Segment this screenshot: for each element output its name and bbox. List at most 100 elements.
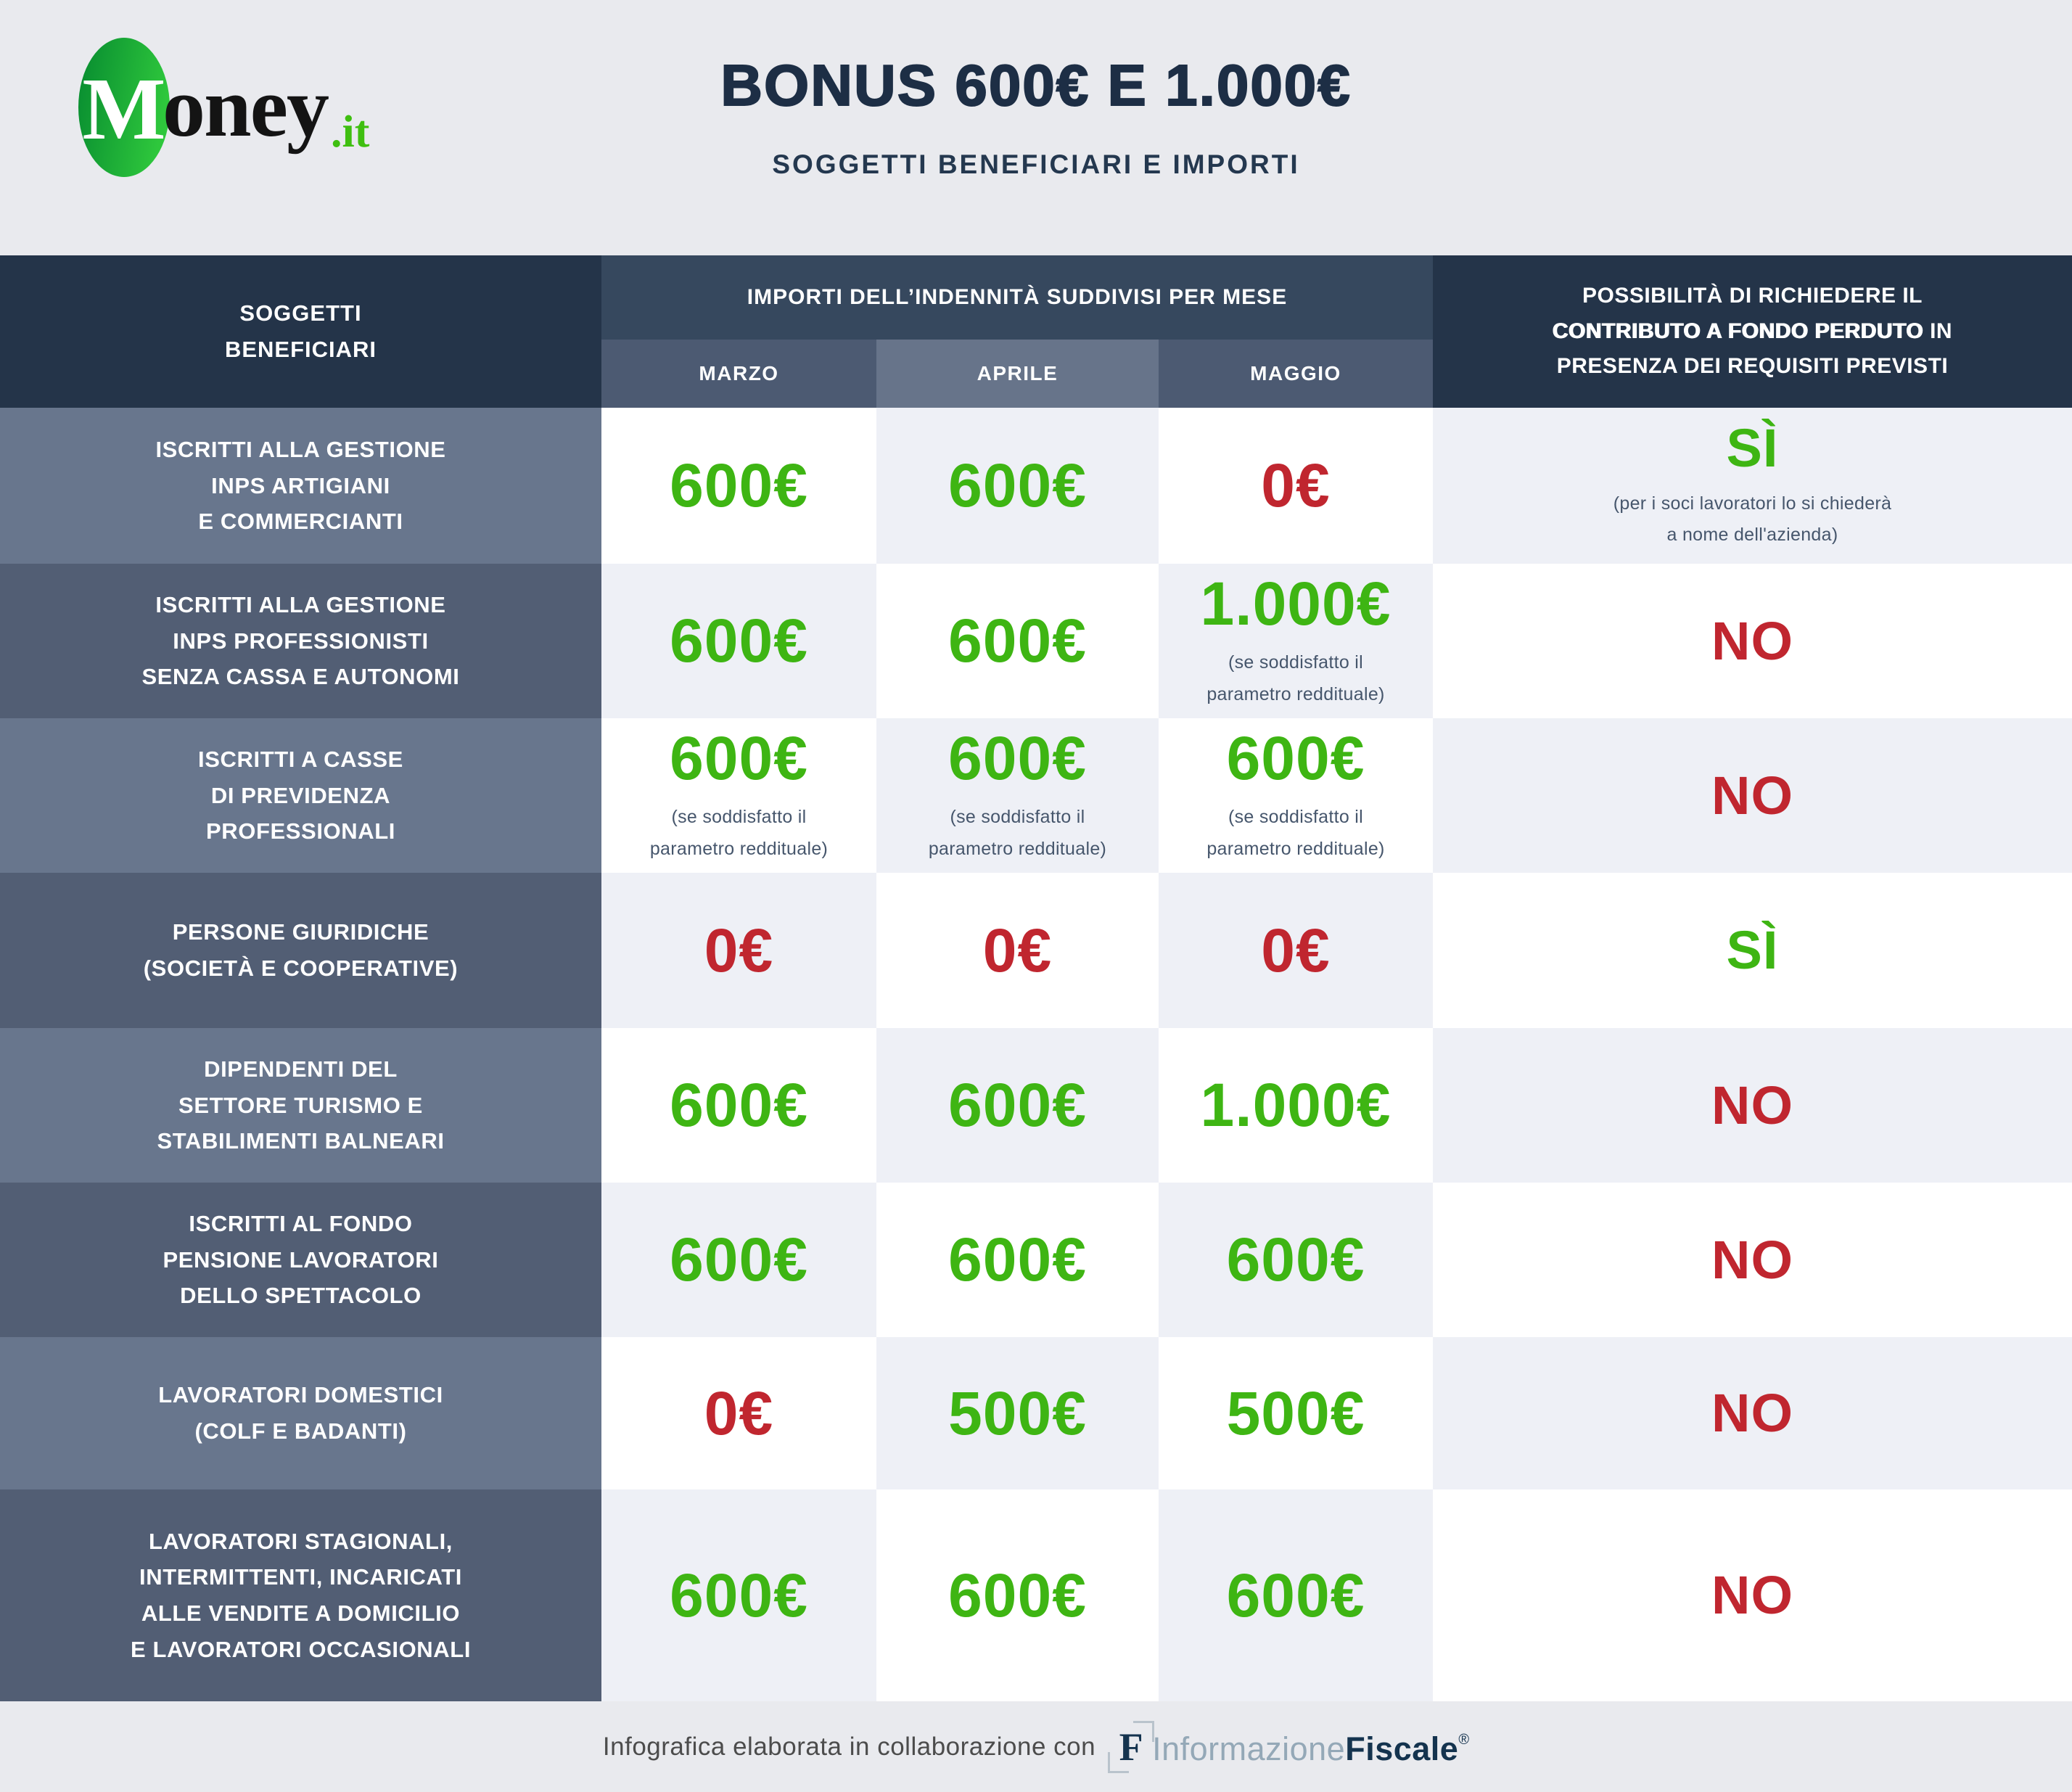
months-subheader-row: MARZO APRILE MAGGIO: [601, 340, 1433, 408]
amount-value: 600€: [670, 607, 808, 675]
amount-cell-maggio: 0€: [1159, 873, 1433, 1028]
amount-note: (se soddisfatto il parametro reddituale): [928, 806, 1107, 859]
amount-value: 600€: [1226, 1561, 1365, 1629]
fondo-answer: NO: [1711, 1383, 1793, 1444]
amount-cell-marzo: 600€: [601, 564, 876, 718]
table-header: SOGGETTI BENEFICIARI IMPORTI DELL’INDENN…: [0, 255, 2072, 408]
months-header-group: IMPORTI DELL’INDENNITÀ SUDDIVISI PER MES…: [601, 255, 1433, 408]
if-icon-letter: F: [1119, 1725, 1143, 1769]
table-row: DIPENDENTI DEL SETTORE TURISMO E STABILI…: [0, 1028, 2072, 1183]
amount-value: 600€: [948, 451, 1087, 520]
fondo-answer: NO: [1711, 1565, 1793, 1626]
table-row: LAVORATORI DOMESTICI (COLF E BADANTI) 0€…: [0, 1337, 2072, 1489]
fondo-perduto-cell: NO: [1433, 1489, 2072, 1701]
fondo-answer: NO: [1711, 1229, 1793, 1290]
page-header: M oney .it BONUS 600€ E 1.000€ SOGGETTI …: [0, 0, 2072, 255]
amount-value: 600€: [670, 1561, 808, 1629]
amount-cell-maggio: 600€: [1159, 1489, 1433, 1701]
money-logo-text: oney: [163, 59, 329, 155]
amount-value: 0€: [704, 1378, 774, 1447]
amount-value: 500€: [948, 1378, 1087, 1447]
if-logo-light-text: Informazione: [1152, 1730, 1346, 1767]
amount-value: 500€: [1226, 1378, 1365, 1447]
amount-cell-aprile: 500€: [876, 1337, 1159, 1489]
fondo-answer: NO: [1711, 1074, 1793, 1135]
fondo-note: (per i soci lavoratori lo si chiederà a …: [1613, 493, 1892, 546]
amount-cell-maggio: 0€: [1159, 408, 1433, 564]
title-block: BONUS 600€ E 1.000€ SOGGETTI BENEFICIARI…: [0, 52, 2072, 180]
amount-cell-marzo: 600€: [601, 408, 876, 564]
fondo-header-line3: PRESENZA DEI REQUISITI PREVISTI: [1556, 354, 1949, 379]
table-row: ISCRITTI ALLA GESTIONE INPS PROFESSIONIS…: [0, 564, 2072, 718]
amount-cell-maggio: 600€ (se soddisfatto il parametro reddit…: [1159, 718, 1433, 873]
amount-cell-aprile: 600€: [876, 408, 1159, 564]
money-logo-tld: .it: [331, 107, 370, 157]
amount-value: 600€: [948, 723, 1087, 792]
page-subtitle: SOGGETTI BENEFICIARI E IMPORTI: [772, 149, 1300, 179]
beneficiary-label: LAVORATORI DOMESTICI (COLF E BADANTI): [0, 1337, 601, 1489]
fondo-perduto-cell: NO: [1433, 1337, 2072, 1489]
amount-value: 600€: [1226, 1225, 1365, 1294]
amount-cell-maggio: 500€: [1159, 1337, 1433, 1489]
amount-value: 0€: [982, 916, 1053, 985]
table-row: ISCRITTI ALLA GESTIONE INPS ARTIGIANI E …: [0, 408, 2072, 564]
beneficiary-label: PERSONE GIURIDICHE (SOCIETÀ E COOPERATIV…: [0, 873, 601, 1028]
amount-value: 600€: [948, 607, 1087, 675]
amount-value: 600€: [948, 1561, 1087, 1629]
table-row: ISCRITTI AL FONDO PENSIONE LAVORATORI DE…: [0, 1183, 2072, 1337]
amount-value: 600€: [670, 723, 808, 792]
fondo-perduto-cell: NO: [1433, 564, 2072, 718]
fondo-perduto-cell: NO: [1433, 718, 2072, 873]
amount-cell-maggio: 600€: [1159, 1183, 1433, 1337]
registered-mark: ®: [1458, 1731, 1470, 1748]
amount-value: 0€: [1261, 916, 1331, 985]
fondo-answer: NO: [1711, 610, 1793, 671]
page-footer: Infografica elaborata in collaborazione …: [0, 1701, 2072, 1792]
fondo-answer: SÌ: [1726, 417, 1779, 478]
column-header-marzo: MARZO: [601, 340, 876, 408]
amount-note: (se soddisfatto il parametro reddituale): [1206, 806, 1385, 859]
amount-cell-aprile: 0€: [876, 873, 1159, 1028]
table-row: PERSONE GIURIDICHE (SOCIETÀ E COOPERATIV…: [0, 873, 2072, 1028]
amount-cell-maggio: 1.000€ (se soddisfatto il parametro redd…: [1159, 564, 1433, 718]
amount-value: 1.000€: [1200, 1071, 1391, 1140]
table-row: ISCRITTI A CASSE DI PREVIDENZA PROFESSIO…: [0, 718, 2072, 873]
months-group-title: IMPORTI DELL’INDENNITÀ SUDDIVISI PER MES…: [601, 255, 1433, 340]
amount-value: 600€: [948, 1071, 1087, 1140]
amount-cell-marzo: 600€: [601, 1489, 876, 1701]
amount-cell-maggio: 1.000€: [1159, 1028, 1433, 1183]
amount-note: (se soddisfatto il parametro reddituale): [649, 806, 829, 859]
fondo-perduto-cell: SÌ (per i soci lavoratori lo si chiederà…: [1433, 408, 2072, 564]
informazione-fiscale-logo: F Informazione Fiscale ®: [1108, 1720, 1470, 1773]
fondo-header-bold: CONTRIBUTO A FONDO PERDUTO: [1552, 318, 1924, 343]
money-it-logo: M oney .it: [78, 38, 369, 177]
fondo-header-line2-rest: IN: [1923, 318, 1953, 343]
beneficiary-label: ISCRITTI ALLA GESTIONE INPS ARTIGIANI E …: [0, 408, 601, 564]
fondo-perduto-cell: NO: [1433, 1183, 2072, 1337]
table-row: LAVORATORI STAGIONALI, INTERMITTENTI, IN…: [0, 1489, 2072, 1701]
amount-cell-aprile: 600€: [876, 1028, 1159, 1183]
fondo-header-line1: POSSIBILITÀ DI RICHIEDERE IL: [1582, 284, 1923, 308]
amount-cell-marzo: 0€: [601, 1337, 876, 1489]
footer-caption: Infografica elaborata in collaborazione …: [602, 1732, 1096, 1761]
amount-cell-aprile: 600€ (se soddisfatto il parametro reddit…: [876, 718, 1159, 873]
amount-cell-marzo: 600€: [601, 1028, 876, 1183]
amount-value: 600€: [670, 451, 808, 520]
money-logo-circle-icon: M: [78, 38, 170, 177]
column-header-beneficiaries: SOGGETTI BENEFICIARI: [0, 255, 601, 408]
amount-cell-aprile: 600€: [876, 1183, 1159, 1337]
amount-value: 600€: [670, 1225, 808, 1294]
money-logo-m: M: [82, 60, 166, 158]
if-logo-bold-text: Fiscale: [1345, 1730, 1459, 1767]
beneficiary-label: ISCRITTI A CASSE DI PREVIDENZA PROFESSIO…: [0, 718, 601, 873]
amount-value: 0€: [1261, 451, 1331, 520]
beneficiary-label: LAVORATORI STAGIONALI, INTERMITTENTI, IN…: [0, 1489, 601, 1701]
fondo-answer: NO: [1711, 765, 1793, 826]
fondo-perduto-cell: SÌ: [1433, 873, 2072, 1028]
column-header-maggio: MAGGIO: [1159, 340, 1433, 408]
column-header-aprile: APRILE: [876, 340, 1159, 408]
amount-value: 1.000€: [1200, 569, 1391, 638]
amount-value: 600€: [948, 1225, 1087, 1294]
amount-value: 0€: [704, 916, 774, 985]
amount-cell-marzo: 0€: [601, 873, 876, 1028]
